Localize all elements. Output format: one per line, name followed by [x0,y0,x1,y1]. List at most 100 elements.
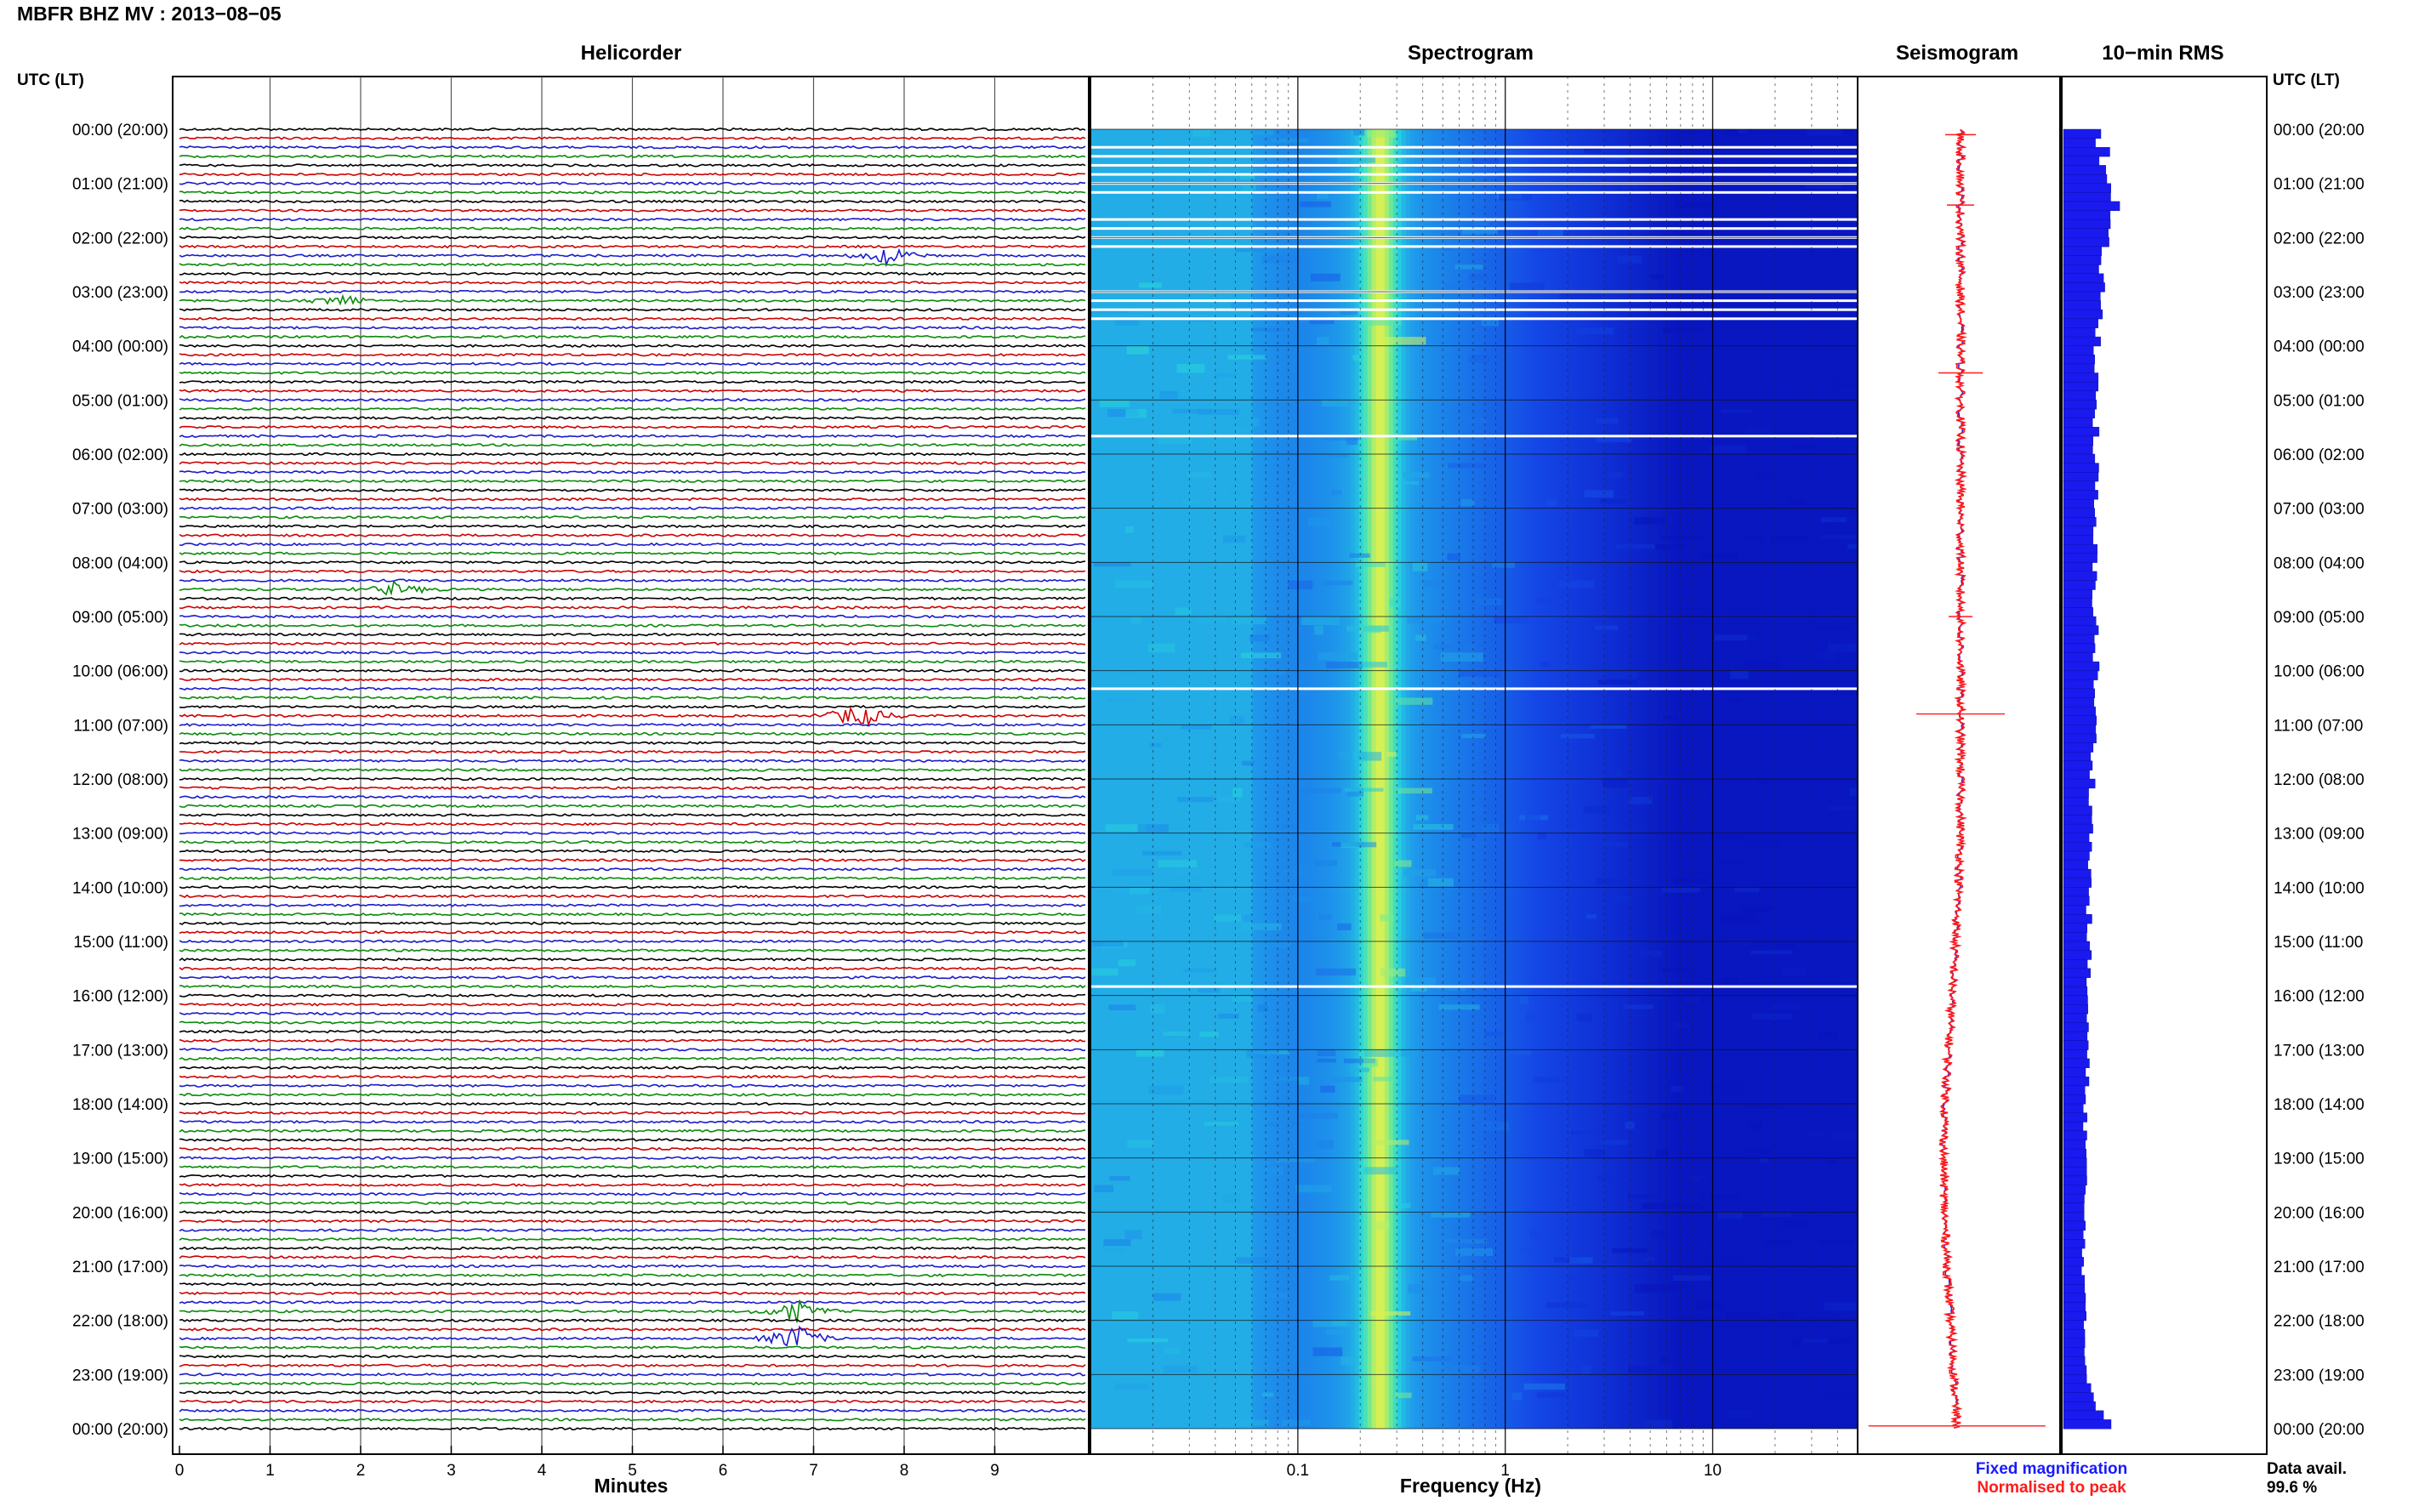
helicorder-trace [179,686,1086,691]
spectrogram-cell [1672,878,1708,884]
helicorder-trace [179,1083,1086,1089]
spectrogram-cell [1127,1140,1154,1148]
spectrogram-cell [1660,535,1702,540]
helicorder-panel: 0 1 2 3 4 5 6 7 8 9 [172,76,1090,1480]
spectrogram-cell [1226,1419,1269,1426]
spectrogram-cell [1149,742,1162,747]
rms-bar [2063,1140,2086,1150]
spectrogram-cell [1115,580,1153,588]
spectrogram-cell [1259,670,1285,675]
helicorder-trace [179,1273,1086,1277]
spectrogram-cell [1537,228,1563,236]
spectrogram-cell [1492,562,1515,568]
spectrogram-cell [1114,1383,1148,1390]
spectrogram-cell [1317,192,1329,200]
spectrogram-cell [1407,617,1445,624]
spectrogram-cell [1192,129,1210,137]
rms-bar [2063,1356,2086,1367]
spectrogram-cell [1204,1122,1239,1126]
rms-bar [2063,571,2097,582]
spectrogram-cell [1831,688,1854,696]
spectrogram-cell [1312,1320,1351,1327]
rms-bar [2063,589,2092,600]
spectrogram-cell [1340,1356,1357,1366]
spectrogram-cell [1760,1157,1769,1162]
helicorder-trace [179,281,1086,285]
spectrogram-cell [1698,553,1739,560]
helicorder-trace [179,1066,1086,1070]
spectrogram-cell [1357,752,1382,761]
rms-bar [2063,941,2090,952]
time-label-right: 04:00 (00:00 [2274,338,2365,356]
rms-bar [2063,968,2091,978]
rms-bar [2063,1004,2088,1015]
spectrogram-cell [1602,1104,1617,1112]
rms-bar [2063,156,2100,166]
rms-bar [2063,715,2097,725]
spectrogram-cell [1397,787,1432,794]
spectrogram-cell [1091,968,1118,976]
rms-bar [2063,770,2090,780]
rms-bar [2063,652,2093,662]
spectrogram-cell [1386,752,1397,757]
spectrogram-data-gap [1090,145,1858,149]
rms-bar [2063,237,2109,247]
spectrogram-cell [1494,617,1528,624]
rms-bar [2063,128,2102,139]
rms-bar [2063,1220,2086,1231]
legend-normalised-to-peak: Normalised to peak [1977,1479,2126,1497]
spectrogram-cell [1380,968,1406,977]
spectrogram-cell [1222,1194,1241,1203]
rms-bar [2063,1212,2085,1222]
helicorder-tick-label: 8 [900,1462,909,1480]
spectrogram-cell [1105,824,1146,832]
helicorder-trace [179,731,1086,736]
helicorder-trace [179,668,1086,673]
spectrogram-cell [1644,1257,1654,1262]
time-label-right: 06:00 (02:00 [2274,446,2365,464]
spectrogram-cell [1832,1130,1858,1140]
helicorder-tick-label: 9 [990,1462,999,1480]
spectrogram-title: Spectrogram [1408,42,1534,65]
helicorder-trace [179,406,1086,412]
rms-bar [2063,210,2111,220]
spectrogram-cell [1540,662,1550,668]
rms-bar [2063,1103,2084,1114]
spectrogram-cell [1584,1149,1606,1157]
time-label-right: 14:00 (10:00 [2274,879,2365,897]
spectrogram-cell [1275,1157,1316,1162]
spectrogram-cell [1323,580,1353,586]
spectrogram-cell [1396,435,1418,441]
spectrogram-cell [1249,129,1274,135]
helicorder-trace [179,136,1086,140]
helicorder-tick-label: 6 [719,1462,728,1480]
spectrogram-cell [1506,1049,1532,1055]
spectrogram-cell [1405,977,1437,986]
spectrogram-cell [1222,535,1246,543]
spectrogram-cell [1314,625,1324,635]
rms-bar [2063,336,2101,347]
rms-bar [2063,300,2101,310]
spectrogram-cell [1326,662,1363,668]
spectrogram-cell [1523,1383,1566,1390]
helicorder-trace [179,226,1086,231]
spectrogram-cell [1115,318,1140,326]
utc-label-left: UTC (LT) [17,71,84,89]
rms-bar [2063,868,2092,879]
time-label-left: 17:00 (13:00) [72,1042,168,1060]
helicorder-trace [179,1210,1086,1214]
time-label-right: 19:00 (15:00 [2274,1151,2365,1168]
helicorder-trace [179,1345,1086,1350]
helicorder-trace [179,1390,1086,1395]
helicorder-trace [179,706,1086,726]
spectrogram-cell [1164,1347,1181,1354]
spectrogram-cell [1536,1392,1570,1398]
helicorder-xlabel: Minutes [595,1475,669,1497]
rms-bar [2063,1157,2087,1168]
helicorder-trace [179,1165,1086,1169]
spectrogram-cell [1597,1175,1613,1180]
spectrogram-cell [1345,787,1384,792]
spectrogram-cell [1239,418,1260,427]
rms-bar [2063,815,2092,825]
helicorder-trace [179,208,1086,213]
